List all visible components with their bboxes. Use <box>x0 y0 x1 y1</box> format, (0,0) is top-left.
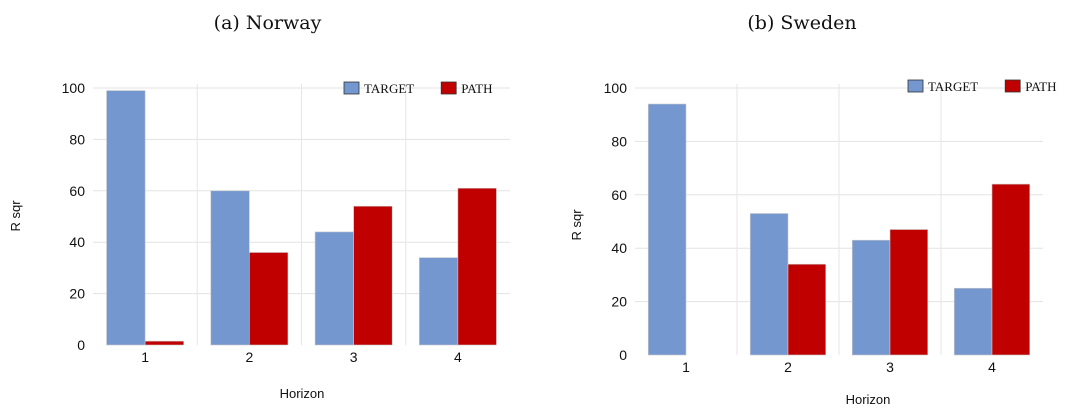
x-tick-label: 4 <box>988 359 996 375</box>
bar-path <box>249 252 289 346</box>
y-tick-label: 60 <box>611 187 627 203</box>
legend-label-target: TARGET <box>928 79 978 94</box>
bar-target <box>314 231 354 346</box>
y-tick-label: 40 <box>611 240 627 256</box>
bar-path <box>144 340 184 346</box>
x-tick-label: 2 <box>784 359 792 375</box>
y-tick-label: 20 <box>611 294 627 310</box>
legend-swatch-path <box>1004 79 1021 93</box>
y-tick-label: 80 <box>611 133 627 149</box>
bar-path <box>353 205 393 346</box>
bar-target <box>210 190 250 346</box>
y-axis-title: R sqr <box>569 209 584 241</box>
legend-label-path: PATH <box>461 81 492 96</box>
legend-swatch-target <box>343 81 360 95</box>
norway-bar-chart: 0 20 40 60 80 100 1 2 3 4 Horizon R sqr TARGET PATH <box>8 80 510 401</box>
norway-chart-panel: (a) Norway 0 20 40 60 80 100 1 2 3 4 Horizon R sqr T… <box>8 12 510 401</box>
chart-caption: (a) Norway <box>213 12 322 34</box>
y-tick-label: 20 <box>69 286 85 302</box>
x-tick-label: 3 <box>350 349 358 365</box>
y-tick-label: 0 <box>77 337 85 353</box>
bar-target <box>106 90 146 346</box>
y-tick-label: 100 <box>604 80 628 96</box>
bar-target <box>749 213 789 356</box>
bar-path <box>787 263 827 356</box>
bar-target <box>647 103 687 356</box>
bar-target <box>419 257 459 346</box>
x-tick-label: 2 <box>245 349 253 365</box>
x-axis-title: Horizon <box>846 392 891 407</box>
y-tick-label: 80 <box>69 131 85 147</box>
x-axis-title: Horizon <box>280 386 325 401</box>
y-axis-title: R sqr <box>8 200 23 232</box>
chart-caption: (b) Sweden <box>747 12 857 34</box>
y-tick-label: 0 <box>619 347 627 363</box>
x-tick-label: 3 <box>886 359 894 375</box>
y-tick-label: 100 <box>62 80 86 96</box>
bar-path <box>889 229 929 356</box>
sweden-chart-panel: (b) Sweden 0 20 40 60 80 100 1 2 3 4 Horizon R sqr T… <box>535 0 1069 412</box>
bar-target <box>851 239 891 356</box>
sweden-bar-chart: 0 20 40 60 80 100 1 2 3 4 Horizon R sqr TARGET PATH <box>569 79 1057 407</box>
bar-path <box>457 187 497 346</box>
y-tick-label: 40 <box>69 234 85 250</box>
x-tick-label: 1 <box>682 359 690 375</box>
bar-target <box>953 287 993 356</box>
bar-path <box>991 183 1031 356</box>
y-tick-label: 60 <box>69 183 85 199</box>
legend-swatch-target <box>907 79 924 93</box>
legend-label-path: PATH <box>1025 79 1056 94</box>
legend-label-target: TARGET <box>364 81 414 96</box>
x-tick-label: 1 <box>141 349 149 365</box>
x-tick-label: 4 <box>454 349 462 365</box>
legend-swatch-path <box>440 81 457 95</box>
